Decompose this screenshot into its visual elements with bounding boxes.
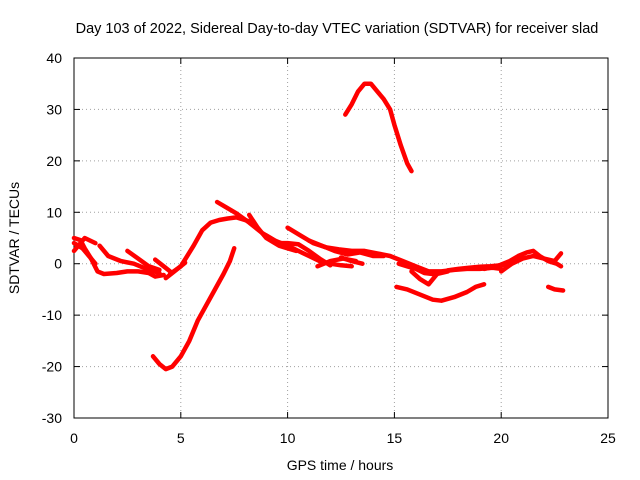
series-arc-5 <box>125 248 162 273</box>
x-tick-label: 5 <box>177 430 185 446</box>
x-tick-label: 20 <box>493 430 509 446</box>
series-arc-6 <box>152 257 173 274</box>
series-arc-23 <box>150 246 237 372</box>
series-arc-4 <box>97 243 162 276</box>
gridlines <box>74 58 608 418</box>
x-tick-label: 15 <box>387 430 403 446</box>
y-tick-label: -30 <box>42 410 62 426</box>
data-series <box>71 81 566 372</box>
y-tick-label: 0 <box>54 256 62 272</box>
chart-title: Day 103 of 2022, Sidereal Day-to-day VTE… <box>76 21 599 37</box>
y-tick-label: -20 <box>42 359 62 375</box>
y-tick-label: 20 <box>46 153 62 169</box>
series-arc-9 <box>214 199 354 269</box>
series-arc-14 <box>306 238 386 259</box>
y-tick-label: 40 <box>46 50 62 66</box>
series-arc-11 <box>263 233 333 268</box>
axis-ticks: 0 5 10 15 20 25 -30 -20 -10 0 10 20 30 40 <box>42 50 616 446</box>
series-arc-24 <box>343 81 414 174</box>
y-tick-label: 10 <box>46 204 62 220</box>
series-arc-15 <box>338 255 365 266</box>
series-arc-3 <box>71 235 98 254</box>
x-tick-label: 0 <box>70 430 78 446</box>
y-tick-label: -10 <box>42 307 62 323</box>
x-axis-label: GPS time / hours <box>287 457 394 473</box>
y-tick-label: 30 <box>46 101 62 117</box>
y-axis-label: SDTVAR / TECUs <box>6 182 22 294</box>
x-tick-label: 25 <box>600 430 616 446</box>
series-arc-22 <box>545 284 566 293</box>
plot-area-frame <box>73 57 609 419</box>
series-arc-16 <box>396 261 436 277</box>
series-arc-8 <box>167 215 256 277</box>
x-tick-label: 10 <box>280 430 296 446</box>
series-arc-21 <box>394 282 487 303</box>
series-arc-20 <box>498 251 564 274</box>
series-arc-17 <box>409 269 451 287</box>
